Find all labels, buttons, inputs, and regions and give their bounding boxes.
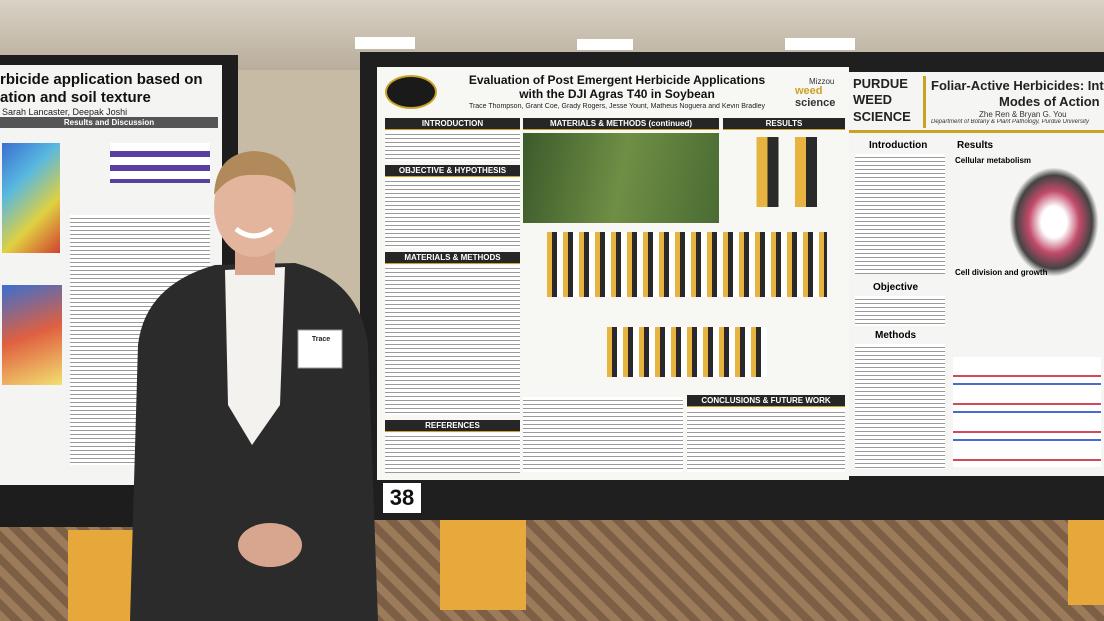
- network-figure: [1009, 167, 1099, 277]
- section-header: Results and Discussion: [0, 117, 218, 128]
- section-header: MATERIALS & METHODS: [385, 252, 520, 264]
- easel-stand: [1068, 515, 1104, 605]
- poster-title: rbicide application based on: [0, 71, 203, 88]
- logo-text: PURDUE: [853, 76, 908, 91]
- poster: rbicide application based on ation and s…: [0, 65, 222, 485]
- name-tag-text: Trace: [311, 336, 331, 343]
- person: [130, 151, 378, 621]
- poster-title: with the DJI Agras T40 in Soybean: [519, 87, 715, 101]
- forest-plot: [953, 357, 1101, 467]
- body-text: [385, 433, 520, 473]
- ceiling-light: [355, 37, 415, 49]
- poster-title: Evaluation of Post Emergent Herbicide Ap…: [468, 73, 766, 87]
- section-header: INTRODUCTION: [385, 118, 520, 130]
- face: [214, 157, 294, 257]
- map-figure: [2, 143, 60, 253]
- section-header: Objective: [873, 282, 919, 293]
- poster-authors: Zhe Ren & Bryan G. You: [979, 110, 1067, 119]
- mizzou-logo: [385, 75, 437, 109]
- poster-title: Modes of Action: [999, 94, 1100, 109]
- section-header: Cell division and growth: [955, 268, 1048, 277]
- body-text: [523, 397, 683, 472]
- poster: Evaluation of Post Emergent Herbicide Ap…: [377, 67, 849, 480]
- logo-text: science: [795, 97, 836, 109]
- smile: [234, 226, 274, 239]
- logo-bar: [923, 76, 926, 128]
- field-photo: [523, 133, 719, 223]
- map-figure: [2, 285, 62, 385]
- section-header: CONCLUSIONS & FUTURE WORK: [687, 395, 845, 407]
- logo-text: weed: [795, 85, 823, 97]
- section-header: REFERENCES: [385, 420, 520, 432]
- section-header: Cellular metabolism: [955, 156, 1032, 165]
- poster-affiliation: Department of Botany & Plant Pathology, …: [931, 119, 1089, 125]
- body-text: [855, 344, 945, 469]
- bar-figure: [110, 143, 210, 183]
- section-header: Results: [957, 140, 994, 151]
- poster-title: ation and soil texture: [0, 89, 151, 106]
- hair: [214, 151, 296, 195]
- poster-authors: Trace Thompson, Grant Coe, Grady Rogers,…: [468, 103, 766, 110]
- section-header: MATERIALS & METHODS (continued): [523, 118, 719, 130]
- section-header: OBJECTIVE & HYPOTHESIS: [385, 165, 520, 177]
- bar-figure: [607, 327, 767, 377]
- bar-figure: [547, 232, 827, 297]
- section-header: RESULTS: [723, 118, 845, 130]
- body-text: [855, 154, 945, 274]
- logo-text: SCIENCE: [853, 109, 911, 124]
- ceiling-light: [577, 39, 633, 50]
- poster: PURDUE WEED SCIENCE Foliar-Active Herbic…: [849, 72, 1104, 476]
- shirt: [225, 267, 285, 445]
- body-text: [385, 265, 520, 415]
- poster-title: Foliar-Active Herbicides: Inter: [931, 78, 1104, 93]
- divider: [849, 130, 1104, 133]
- name-tag: [297, 329, 343, 369]
- body-text: [855, 296, 945, 326]
- hands: [238, 523, 302, 567]
- logo-text: WEED: [853, 92, 892, 107]
- bar-figure: [729, 137, 839, 207]
- ceiling-light: [785, 38, 855, 50]
- section-header: Methods: [875, 330, 917, 341]
- logo-text: Mizzou: [809, 77, 835, 86]
- section-header: Introduction: [869, 140, 928, 151]
- poster-authors: Sarah Lancaster, Deepak Joshi: [2, 107, 128, 117]
- body-text: [385, 131, 520, 161]
- body-text: [687, 409, 845, 472]
- body-text: [385, 178, 520, 248]
- board-number: 38: [383, 483, 421, 513]
